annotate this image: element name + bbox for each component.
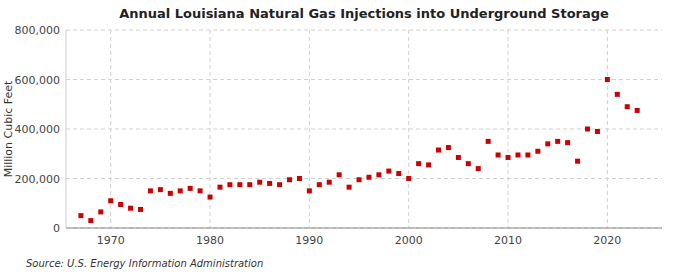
x-tick-label: 2000 xyxy=(395,234,423,247)
point xyxy=(605,77,610,82)
point xyxy=(615,92,620,97)
point xyxy=(307,188,312,193)
point xyxy=(158,187,163,192)
point xyxy=(476,166,481,171)
point xyxy=(148,188,153,193)
point xyxy=(118,202,123,207)
x-grid-line xyxy=(408,30,409,228)
point xyxy=(108,198,113,203)
point xyxy=(376,172,381,177)
x-tick-label: 1980 xyxy=(196,234,224,247)
x-tick-label: 1990 xyxy=(295,234,323,247)
point xyxy=(267,181,272,186)
x-grid-line xyxy=(607,30,608,228)
point xyxy=(525,152,530,157)
point xyxy=(347,185,352,190)
x-grid-line xyxy=(508,30,509,228)
points xyxy=(78,77,639,223)
y-tick-label: 600,000 xyxy=(15,74,61,87)
point xyxy=(386,169,391,174)
x-tick-label: 2020 xyxy=(593,234,621,247)
point xyxy=(287,177,292,182)
source-note: Source: U.S. Energy Information Administ… xyxy=(26,258,263,269)
point xyxy=(446,145,451,150)
x-tick-label: 2010 xyxy=(494,234,522,247)
y-grid-line xyxy=(66,79,662,80)
point xyxy=(188,186,193,191)
y-grid-line xyxy=(66,178,662,179)
chart: Annual Louisiana Natural Gas Injections … xyxy=(0,0,675,275)
point xyxy=(98,209,103,214)
point xyxy=(198,188,203,193)
point xyxy=(515,152,520,157)
point xyxy=(88,218,93,223)
x-axis-line xyxy=(66,228,662,229)
point xyxy=(138,207,143,212)
point xyxy=(545,141,550,146)
point xyxy=(277,182,282,187)
point xyxy=(327,180,332,185)
point xyxy=(357,177,362,182)
point xyxy=(426,162,431,167)
point xyxy=(247,182,252,187)
point xyxy=(217,185,222,190)
point xyxy=(168,191,173,196)
title: Annual Louisiana Natural Gas Injections … xyxy=(119,6,609,21)
y-grid-line xyxy=(66,228,662,229)
y-tick-label: 400,000 xyxy=(15,123,61,136)
point xyxy=(128,206,133,211)
point xyxy=(208,195,213,200)
point xyxy=(297,176,302,181)
point xyxy=(585,127,590,132)
y-axis-line xyxy=(66,30,67,228)
point xyxy=(337,172,342,177)
point xyxy=(486,139,491,144)
y-tick-label: 200,000 xyxy=(15,173,61,186)
point xyxy=(535,149,540,154)
point xyxy=(635,108,640,113)
point xyxy=(406,176,411,181)
point xyxy=(257,180,262,185)
y-axis-label: Million Cubic Feet xyxy=(2,80,15,177)
point xyxy=(396,171,401,176)
point xyxy=(436,148,441,153)
point xyxy=(227,182,232,187)
x-tick-label: 1970 xyxy=(97,234,125,247)
point xyxy=(595,129,600,134)
point xyxy=(237,182,242,187)
point xyxy=(416,161,421,166)
page: {"chart_data": {"type": "scatter", "titl… xyxy=(0,0,675,275)
point xyxy=(178,188,183,193)
point xyxy=(496,152,501,157)
point xyxy=(506,155,511,160)
point xyxy=(625,104,630,109)
point xyxy=(456,155,461,160)
x-grid-line xyxy=(309,30,310,228)
grid xyxy=(66,30,662,228)
y-grid-line xyxy=(66,30,662,31)
point xyxy=(565,140,570,145)
point xyxy=(575,159,580,164)
point xyxy=(555,139,560,144)
point xyxy=(466,161,471,166)
point xyxy=(366,175,371,180)
axes: 0 200,000 400,000 600,000 800,000 1970 1980 199… xyxy=(15,24,663,247)
y-tick-label: 800,000 xyxy=(15,24,61,37)
y-tick-label: 0 xyxy=(53,222,60,235)
y-grid-line xyxy=(66,129,662,130)
point xyxy=(317,182,322,187)
point xyxy=(78,213,83,218)
